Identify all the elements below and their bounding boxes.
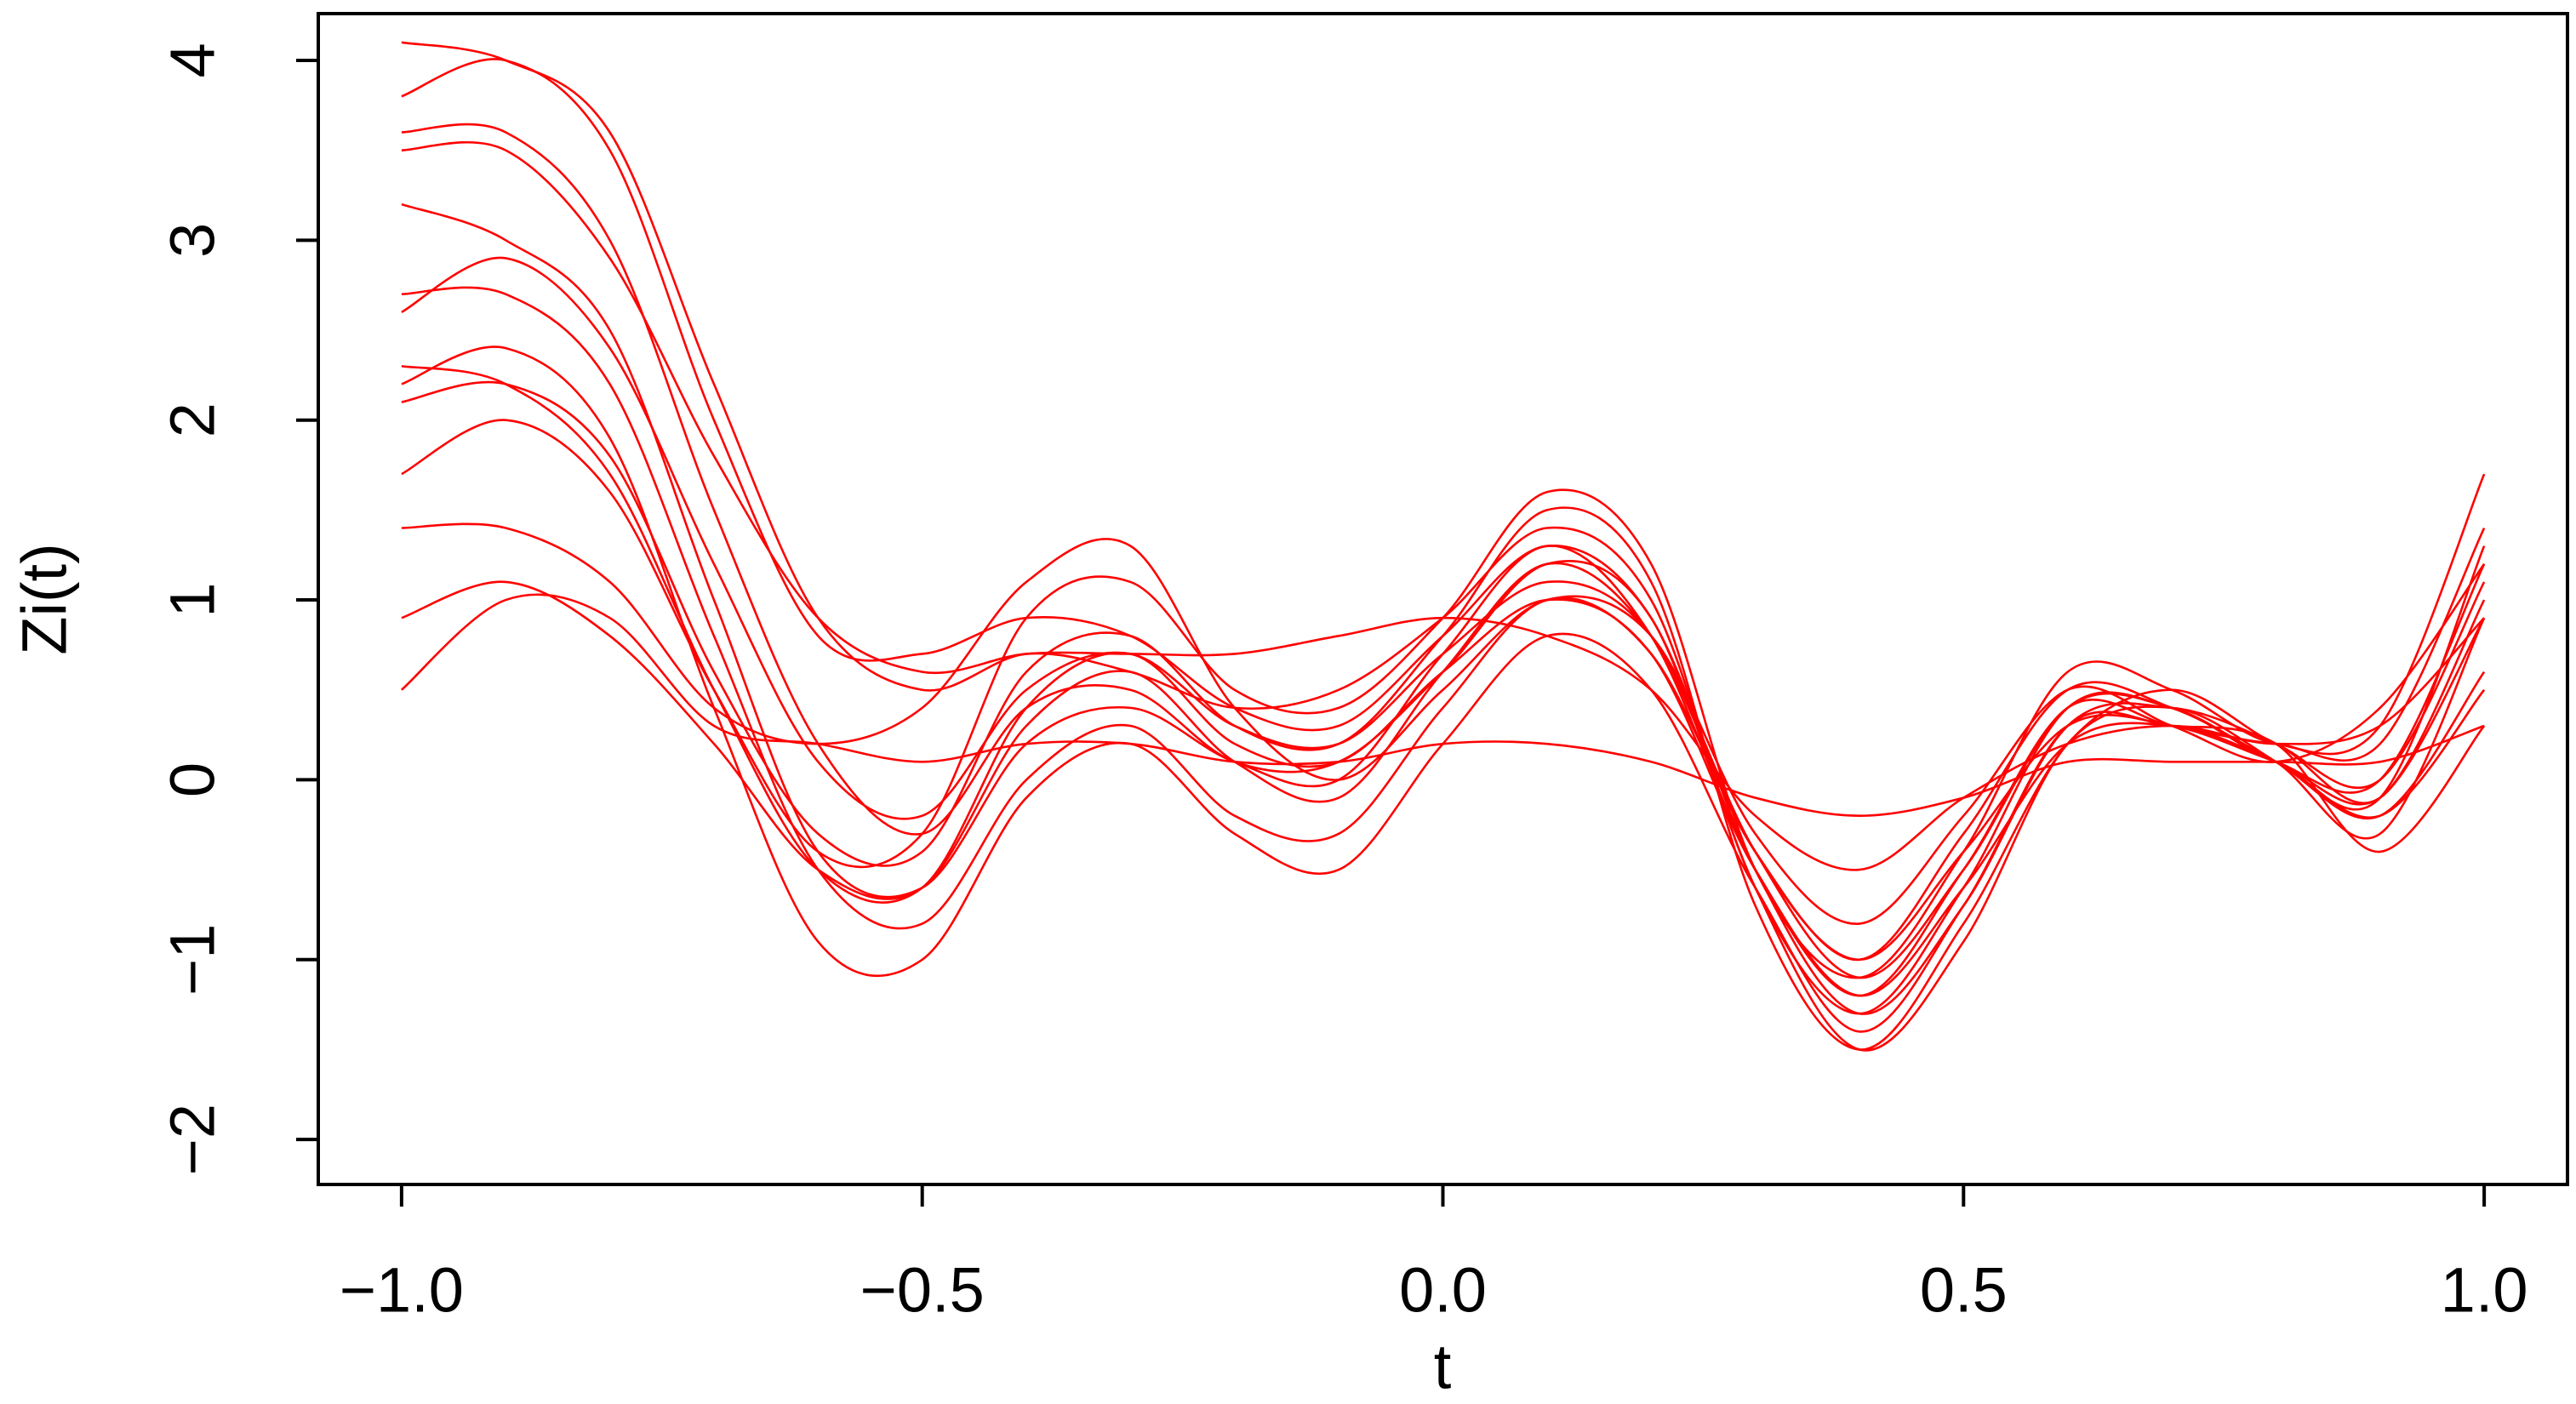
curve: [401, 203, 2486, 997]
y-axis-label: Zi(t): [9, 543, 80, 655]
curve: [401, 364, 2486, 997]
curve: [401, 140, 2486, 871]
curve: [401, 58, 2486, 1015]
y-tick-label: 1: [157, 582, 228, 617]
curve: [401, 593, 2485, 817]
y-tick-label: 4: [157, 43, 228, 77]
x-tick-label: 0.5: [1920, 1255, 2008, 1326]
y-tick-label: −2: [157, 1104, 228, 1175]
curve: [401, 419, 2486, 979]
plot-area: [401, 41, 2486, 1052]
y-tick-label: 0: [157, 762, 228, 797]
x-tick-label: 0.0: [1399, 1255, 1487, 1326]
y-tick-label: −1: [157, 924, 228, 996]
curve: [401, 562, 2486, 962]
y-tick-label: 2: [157, 402, 228, 437]
x-tick-label: 1.0: [2441, 1255, 2528, 1326]
x-axis-label: t: [1434, 1332, 1452, 1402]
curve: [401, 41, 2486, 1015]
plot-frame: [317, 12, 2569, 1186]
curve: [401, 380, 2486, 1051]
curve: [401, 286, 2486, 962]
curve: [401, 123, 2486, 1052]
x-tick-label: −1.0: [340, 1255, 464, 1326]
curve: [401, 256, 2486, 979]
curve: [401, 522, 2486, 925]
y-tick-label: 3: [157, 223, 228, 258]
x-tick-label: −0.5: [860, 1255, 985, 1326]
